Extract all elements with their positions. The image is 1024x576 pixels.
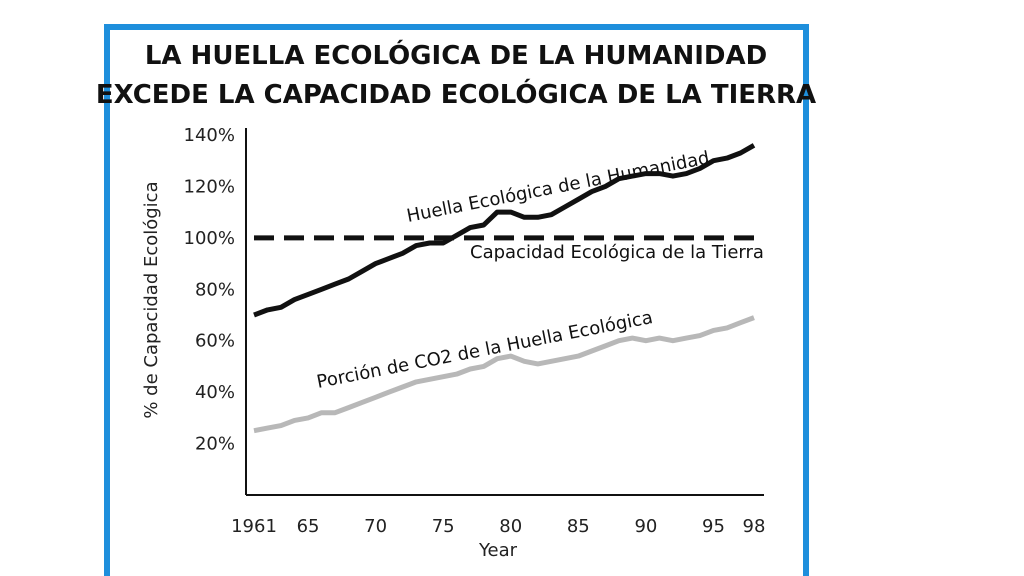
x-tick-label: 70 bbox=[364, 516, 387, 537]
x-tick-labels: 1961 65 70 75 80 85 90 95 98 bbox=[231, 516, 765, 537]
y-tick-label: 120% bbox=[184, 176, 235, 197]
y-tick-label: 60% bbox=[195, 331, 235, 352]
chart-title-line-2: EXCEDE LA CAPACIDAD ECOLÓGICA DE LA TIER… bbox=[96, 78, 816, 110]
x-tick-label: 65 bbox=[297, 516, 320, 537]
series-line-footprint bbox=[253, 143, 756, 318]
series-label-footprint: Huella Ecológica de la Humanidad bbox=[405, 148, 711, 227]
x-tick-label: 1961 bbox=[231, 516, 277, 537]
y-axis-label: % de Capacidad Ecológica bbox=[141, 181, 162, 418]
x-tick-label: 80 bbox=[499, 516, 522, 537]
y-tick-label: 100% bbox=[184, 228, 235, 249]
y-tick-label: 40% bbox=[195, 382, 235, 403]
series-line-co2 bbox=[253, 315, 755, 434]
y-tick-label: 20% bbox=[195, 434, 235, 455]
chart-title-line-1: LA HUELLA ECOLÓGICA DE LA HUMANIDAD bbox=[145, 39, 767, 71]
x-tick-label: 85 bbox=[567, 516, 590, 537]
x-axis-label: Year bbox=[478, 540, 518, 561]
chart-frame bbox=[104, 24, 809, 576]
x-tick-label: 98 bbox=[743, 516, 766, 537]
series-label-co2: Porción de CO2 de la Huella Ecológica bbox=[315, 307, 655, 393]
x-tick-label: 90 bbox=[634, 516, 657, 537]
series-label-capacity: Capacidad Ecológica de la Tierra bbox=[470, 242, 764, 263]
y-tick-labels: 20% 40% 60% 80% 100% 120% 140% bbox=[184, 125, 235, 455]
x-tick-label: 75 bbox=[432, 516, 455, 537]
y-tick-label: 140% bbox=[184, 125, 235, 146]
series-layer bbox=[253, 143, 756, 434]
x-tick-label: 95 bbox=[702, 516, 725, 537]
y-tick-label: 80% bbox=[195, 279, 235, 300]
